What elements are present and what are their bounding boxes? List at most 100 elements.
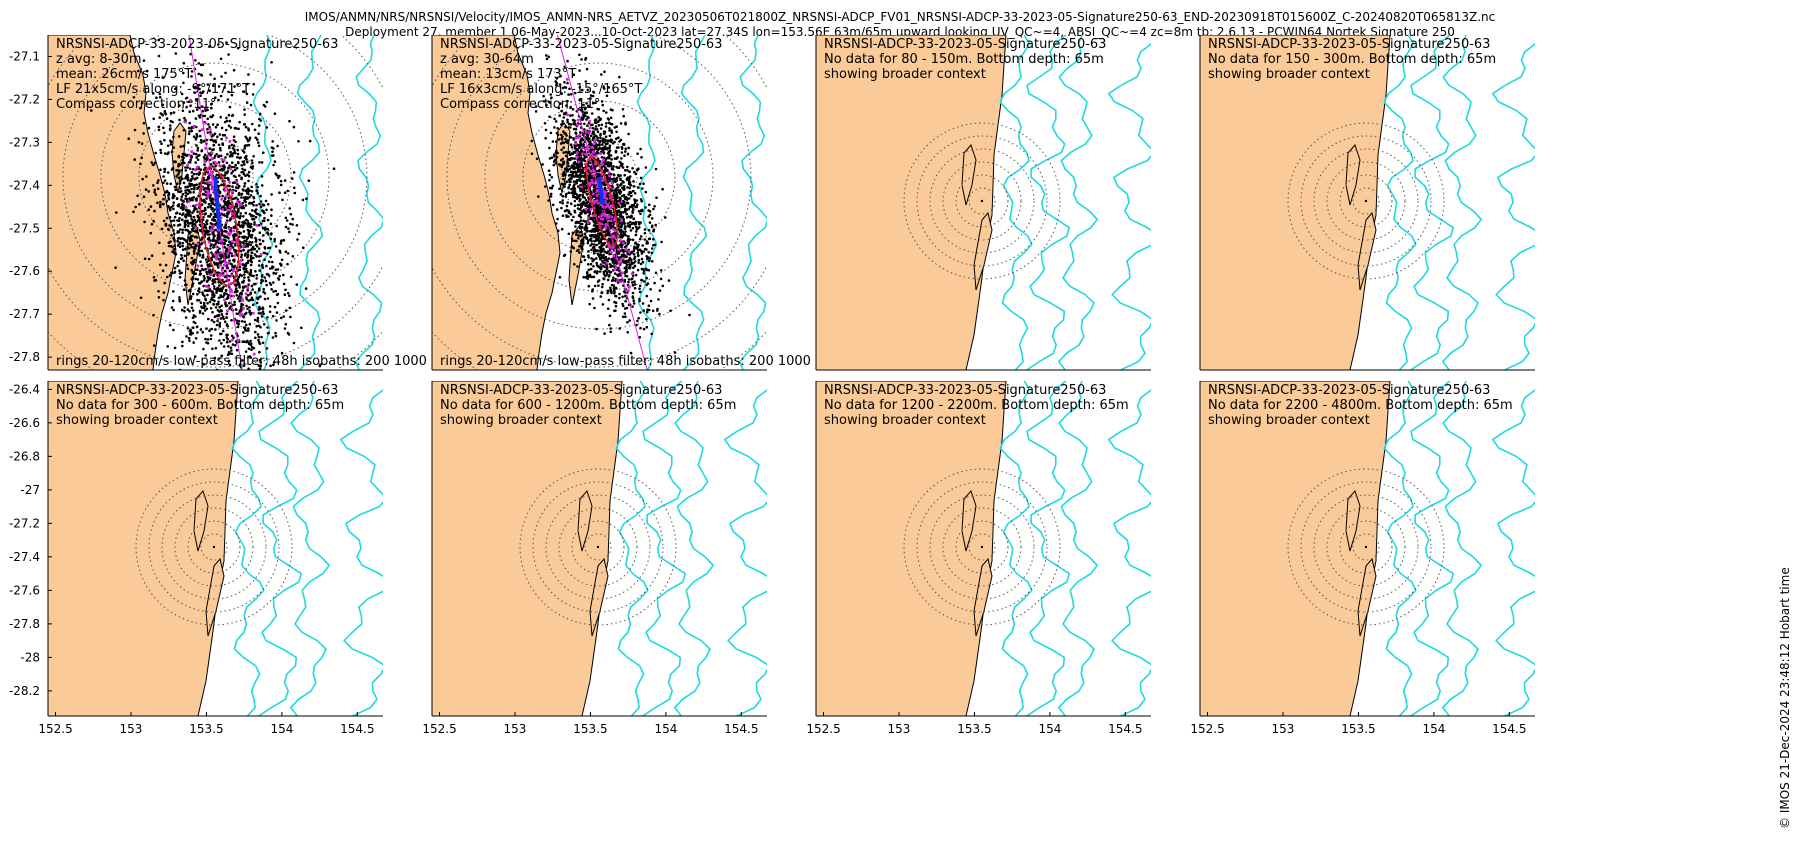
scatter-point: [572, 246, 575, 250]
scatter-point: [224, 235, 228, 239]
scatter-point: [565, 134, 568, 137]
scatter-point: [243, 270, 247, 273]
scatter-point: [207, 185, 210, 188]
scatter-point: [195, 183, 199, 186]
scatter-point: [184, 97, 188, 100]
scatter-point: [191, 316, 195, 320]
lowpass-point: [228, 167, 232, 171]
scatter-point: [284, 250, 288, 253]
scatter-point: [263, 247, 267, 250]
scatter-point: [246, 139, 250, 143]
scatter-point: [560, 206, 563, 210]
scatter-point: [607, 298, 611, 302]
scatter-point: [266, 297, 270, 300]
scatter-point: [610, 291, 613, 295]
scatter-point: [300, 326, 303, 330]
scatter-point: [220, 342, 223, 345]
scatter-point: [182, 288, 186, 291]
scatter-point: [208, 278, 211, 281]
scatter-point: [609, 327, 612, 330]
scatter-point: [592, 132, 596, 135]
scatter-point: [178, 223, 182, 226]
scatter-point: [282, 282, 286, 286]
lowpass-point: [206, 195, 210, 199]
scatter-point: [640, 278, 643, 282]
scatter-point: [250, 233, 254, 237]
scatter-point: [184, 185, 187, 189]
scatter-point: [557, 106, 561, 110]
scatter-point: [174, 52, 178, 55]
scatter-point: [586, 241, 590, 245]
scatter-point: [645, 242, 648, 245]
scatter-point: [201, 330, 204, 334]
scatter-point: [212, 84, 215, 88]
scatter-point: [610, 131, 614, 134]
scatter-point: [249, 254, 253, 258]
scatter-point: [608, 199, 612, 203]
scatter-point: [190, 198, 193, 202]
scatter-point: [179, 206, 183, 210]
lowpass-point: [207, 240, 211, 244]
scatter-point: [600, 156, 604, 159]
scatter-point: [232, 237, 236, 241]
scatter-point: [196, 268, 199, 271]
scatter-point: [558, 276, 562, 279]
scatter-point: [251, 161, 254, 165]
scatter-point: [617, 136, 620, 139]
scatter-point: [258, 358, 262, 362]
scatter-point: [195, 125, 198, 129]
scatter-point: [258, 231, 262, 234]
scatter-point: [262, 151, 265, 154]
scatter-point: [658, 289, 662, 292]
scatter-point: [243, 182, 247, 185]
scatter-point: [614, 295, 618, 298]
scatter-point: [590, 243, 594, 246]
scatter-point: [593, 270, 596, 274]
scatter-point: [275, 293, 279, 297]
scatter-point: [572, 190, 576, 193]
scatter-point: [207, 202, 211, 206]
scatter-point: [200, 264, 203, 267]
scatter-point: [607, 210, 611, 214]
scatter-point: [610, 177, 614, 181]
scatter-point: [248, 306, 251, 309]
scatter-point: [610, 129, 613, 132]
scatter-point: [613, 309, 616, 313]
scatter-point: [645, 317, 648, 321]
scatter-point: [180, 195, 183, 199]
scatter-point: [198, 87, 201, 91]
scatter-point: [569, 250, 573, 253]
scatter-point: [186, 267, 190, 270]
scatter-point: [191, 175, 194, 178]
scatter-point: [178, 181, 182, 185]
scatter-point: [589, 94, 593, 97]
scatter-point: [227, 199, 230, 202]
scatter-point: [574, 127, 578, 131]
scatter-point: [166, 345, 169, 348]
scatter-point: [174, 252, 178, 256]
scatter-point: [578, 251, 581, 254]
scatter-point: [170, 219, 173, 223]
scatter-point: [586, 277, 589, 280]
scatter-point: [199, 328, 203, 331]
scatter-point: [193, 178, 197, 181]
scatter-point: [181, 241, 184, 245]
scatter-point: [250, 236, 253, 239]
scatter-point: [622, 193, 626, 197]
scatter-point: [586, 115, 589, 119]
scatter-point: [195, 132, 198, 136]
scatter-point: [214, 328, 217, 331]
scatter-point: [661, 187, 664, 191]
scatter-point: [217, 175, 221, 178]
scatter-point: [606, 146, 610, 150]
scatter-point: [560, 227, 564, 231]
scatter-point: [202, 90, 205, 93]
scatter-point: [207, 177, 210, 180]
scatter-point: [554, 80, 557, 83]
scatter-point: [237, 220, 241, 224]
scatter-point: [153, 161, 157, 165]
scatter-point: [243, 320, 247, 324]
lowpass-point: [226, 309, 229, 313]
scatter-point: [288, 119, 291, 123]
scatter-point: [216, 377, 219, 380]
